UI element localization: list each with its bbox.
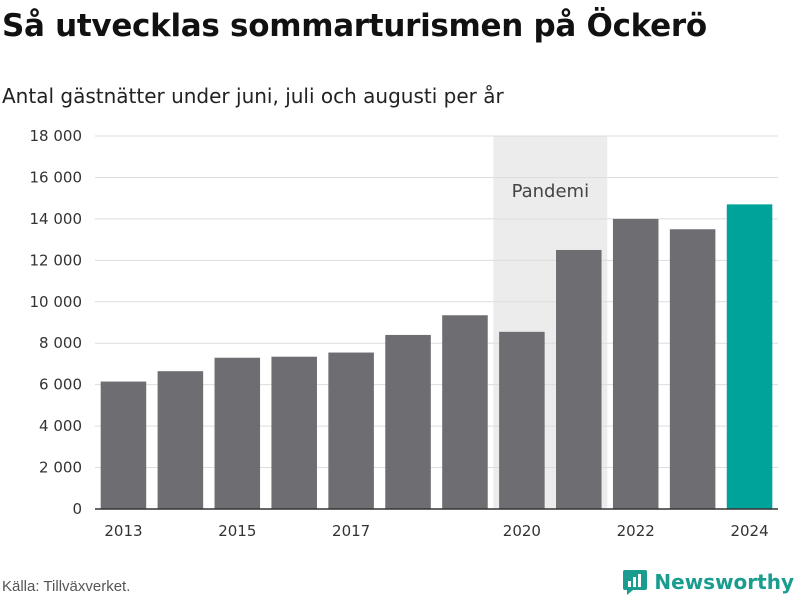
bar-2024 bbox=[726, 204, 773, 509]
x-tick-label: 2022 bbox=[617, 522, 655, 540]
brand-name: Newsworthy bbox=[654, 570, 794, 594]
y-tick-label: 2 000 bbox=[39, 459, 82, 477]
bar-2017 bbox=[328, 352, 374, 509]
x-tick-label: 2013 bbox=[104, 522, 142, 540]
x-tick-label: 2024 bbox=[730, 522, 768, 540]
x-tick-label: 2020 bbox=[503, 522, 541, 540]
bar-2018 bbox=[385, 334, 431, 509]
bar-2021 bbox=[556, 249, 602, 509]
bar-2022 bbox=[612, 218, 659, 509]
y-tick-label: 8 000 bbox=[39, 334, 82, 352]
brand: Newsworthy bbox=[622, 568, 794, 596]
y-tick-label: 6 000 bbox=[39, 376, 82, 394]
y-tick-label: 14 000 bbox=[30, 210, 83, 228]
chart-title: Så utvecklas sommarturismen på Öckerö bbox=[2, 8, 707, 44]
bar-2016 bbox=[271, 356, 317, 509]
x-tick-label: 2017 bbox=[332, 522, 370, 540]
pandemic-label: Pandemi bbox=[512, 181, 590, 202]
y-tick-label: 4 000 bbox=[39, 417, 82, 435]
bar-2023 bbox=[669, 229, 716, 509]
bar-2014 bbox=[157, 371, 204, 509]
newsworthy-logo-icon bbox=[623, 570, 648, 595]
y-tick-label: 16 000 bbox=[30, 168, 83, 186]
bar-2013 bbox=[100, 381, 147, 509]
x-tick-label: 2015 bbox=[218, 522, 256, 540]
source-note: Källa: Tillväxverket. bbox=[2, 578, 131, 595]
bar-2015 bbox=[214, 357, 261, 509]
y-tick-label: 18 000 bbox=[30, 127, 83, 145]
y-tick-label: 12 000 bbox=[30, 251, 83, 269]
chart-subtitle: Antal gästnätter under juni, juli och au… bbox=[2, 84, 504, 108]
bar-2020 bbox=[499, 331, 545, 509]
y-tick-label: 0 bbox=[72, 500, 82, 518]
bar-2019 bbox=[442, 315, 488, 509]
y-tick-label: 10 000 bbox=[30, 293, 83, 311]
